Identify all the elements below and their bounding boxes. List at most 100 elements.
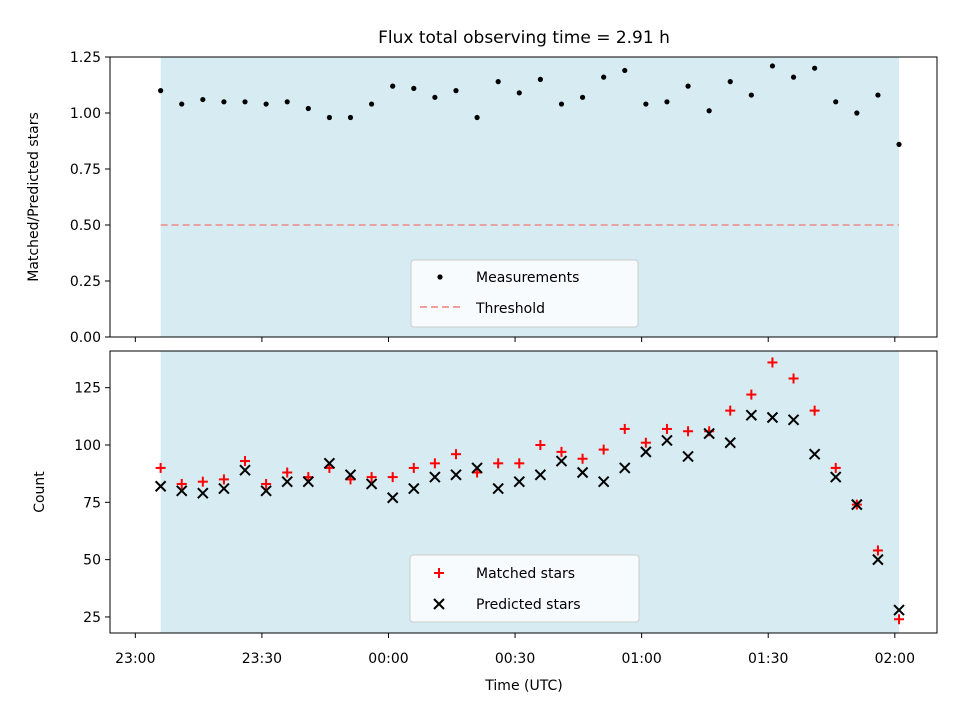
bottom-legend: Matched stars Predicted stars bbox=[409, 554, 640, 623]
measurement-point bbox=[790, 74, 797, 80]
top-ytick-label: 1.00 bbox=[70, 106, 101, 122]
bottom-y-axis: 25 50 75 100 125 bbox=[74, 381, 110, 626]
top-panel: 0.00 0.25 0.50 0.75 1.00 1.25 Matched/Predict… bbox=[26, 50, 938, 346]
matched-star-point bbox=[408, 462, 419, 473]
measurement-point bbox=[537, 76, 543, 82]
bottom-ytick-label: 25 bbox=[83, 610, 101, 626]
top-y-axis-label: Matched/Predicted stars bbox=[26, 112, 42, 282]
predicted-star-point bbox=[260, 485, 272, 497]
measurement-point bbox=[432, 94, 438, 100]
measurement-point bbox=[242, 99, 248, 105]
predicted-star-point bbox=[555, 455, 568, 467]
matched-star-point bbox=[450, 449, 461, 460]
predicted-star-point bbox=[429, 471, 441, 483]
predicted-star-point bbox=[851, 498, 863, 511]
top-legend: Measurements Threshold bbox=[410, 259, 639, 328]
measurement-point bbox=[896, 141, 902, 147]
predicted-star-point bbox=[239, 464, 251, 476]
predicted-star-point bbox=[724, 437, 736, 449]
predicted-star-point bbox=[830, 471, 842, 483]
top-x-ticks bbox=[134, 337, 896, 342]
xtick-label: 02:00 bbox=[875, 651, 915, 667]
predicted-star-point bbox=[703, 427, 715, 440]
measurement-point bbox=[875, 92, 881, 98]
measurement-point bbox=[158, 88, 164, 94]
legend-measurements-label: Measurements bbox=[476, 270, 579, 286]
predicted-star-point bbox=[281, 475, 293, 488]
measurement-point bbox=[643, 101, 649, 107]
legend-predicted-marker bbox=[433, 598, 445, 610]
measurement-point bbox=[284, 99, 290, 105]
matched-star-point bbox=[577, 453, 588, 464]
predicted-star-point bbox=[365, 478, 378, 490]
measurement-point bbox=[326, 114, 333, 121]
matched-star-point bbox=[894, 614, 905, 625]
legend-matched-label: Matched stars bbox=[476, 566, 575, 582]
predicted-star-point bbox=[576, 466, 589, 479]
measurement-point bbox=[854, 110, 860, 116]
matched-star-point bbox=[788, 373, 799, 384]
bottom-y-axis-label: Count bbox=[32, 471, 48, 513]
matched-star-point bbox=[746, 389, 757, 400]
predicted-star-point bbox=[323, 457, 336, 470]
matched-star-point bbox=[155, 462, 166, 473]
xtick-label: 01:30 bbox=[748, 651, 788, 667]
measurement-point bbox=[579, 94, 586, 100]
measurement-point bbox=[812, 65, 818, 71]
predicted-star-point bbox=[640, 446, 652, 458]
predicted-star-point bbox=[619, 462, 631, 474]
measurement-point bbox=[411, 85, 417, 91]
measurement-point bbox=[390, 83, 396, 89]
matched-star-point bbox=[261, 478, 272, 489]
predicted-star-point bbox=[787, 414, 800, 426]
matched-star-point bbox=[661, 423, 672, 434]
bottom-x-axis: 23:00 23:30 00:00 00:30 01:00 01:30 02:00 bbox=[115, 633, 915, 667]
matched-star-point bbox=[556, 446, 567, 457]
bottom-ytick-label: 75 bbox=[83, 495, 101, 511]
measurement-points bbox=[158, 63, 902, 147]
measurement-point bbox=[221, 99, 227, 105]
predicted-star-point bbox=[302, 475, 315, 488]
measurement-point bbox=[516, 90, 522, 96]
measurement-point bbox=[305, 105, 311, 112]
predicted-star-point bbox=[218, 482, 230, 495]
predicted-star-point bbox=[872, 553, 884, 566]
predicted-star-point bbox=[450, 469, 462, 481]
legend-measurements-marker bbox=[437, 274, 443, 280]
measurement-point bbox=[200, 96, 206, 103]
measurement-point bbox=[748, 92, 754, 98]
matched-star-point bbox=[640, 437, 651, 448]
measurement-point bbox=[601, 74, 607, 80]
measurement-point bbox=[474, 114, 480, 121]
predicted-star-point bbox=[682, 450, 694, 463]
predicted-star-point bbox=[386, 492, 399, 504]
measurement-point bbox=[685, 83, 691, 89]
matched-star-point bbox=[872, 545, 883, 556]
predicted-star-point bbox=[471, 462, 483, 474]
legend-threshold-label: Threshold bbox=[475, 301, 545, 317]
measurement-point bbox=[263, 101, 269, 107]
matched-star-point bbox=[683, 426, 694, 437]
legend-plus-glyph bbox=[434, 568, 444, 578]
top-ytick-label: 0.75 bbox=[70, 162, 101, 178]
top-axes-frame bbox=[109, 56, 938, 338]
matched-star-point bbox=[366, 472, 377, 483]
matched-star-point bbox=[429, 458, 440, 469]
top-y-axis: 0.00 0.25 0.50 0.75 1.00 1.25 bbox=[70, 50, 110, 346]
measurement-point bbox=[453, 88, 459, 94]
matched-star-point bbox=[809, 405, 820, 416]
measurement-point bbox=[664, 99, 670, 105]
matched-star-point bbox=[767, 357, 778, 368]
predicted-stars-points bbox=[154, 409, 905, 616]
bottom-ytick-label: 50 bbox=[83, 553, 101, 569]
measurement-point bbox=[833, 99, 839, 105]
predicted-star-point bbox=[408, 482, 420, 495]
measurement-point bbox=[706, 108, 712, 114]
matched-star-point bbox=[725, 405, 736, 416]
xtick-label: 00:30 bbox=[495, 651, 535, 667]
predicted-star-point bbox=[513, 475, 525, 488]
predicted-star-point bbox=[766, 411, 779, 424]
measurement-point bbox=[622, 67, 628, 74]
matched-star-point bbox=[282, 467, 293, 478]
